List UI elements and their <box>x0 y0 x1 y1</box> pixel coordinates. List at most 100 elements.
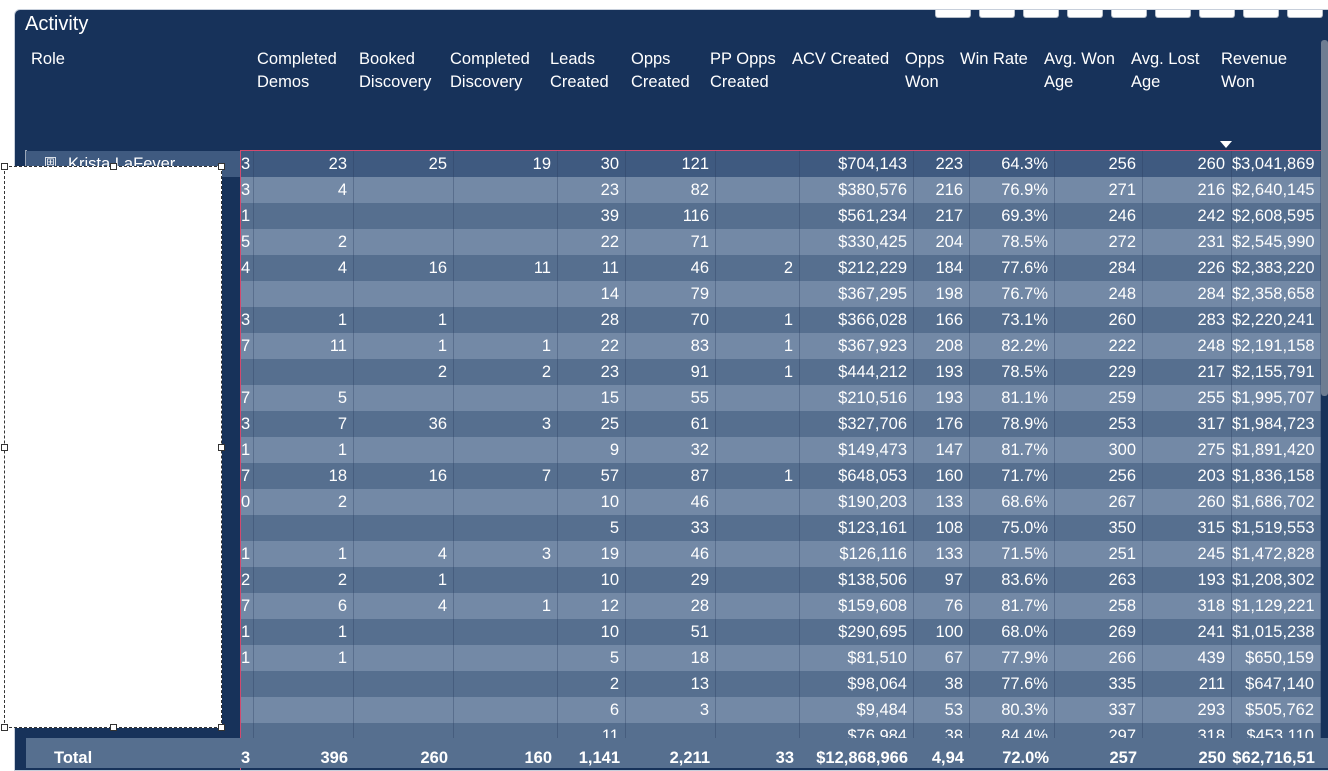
cell-opps-created[interactable]: 28 <box>626 593 716 619</box>
cell-booked-discovery[interactable]: 1 <box>354 333 454 359</box>
cell-avg-won-age[interactable]: 256 <box>1055 151 1143 177</box>
toolbar-button[interactable] <box>1111 10 1147 18</box>
cell-avg-won-age[interactable]: 284 <box>1055 255 1143 281</box>
column-header-acv-created[interactable]: ACV Created <box>792 50 890 68</box>
cell-pp-opps-created[interactable] <box>716 411 800 437</box>
cell-acv-created[interactable]: $210,516 <box>800 385 914 411</box>
cell-completed-discovery[interactable]: 3 <box>454 541 558 567</box>
cell-completed-demos[interactable] <box>254 281 354 307</box>
cell-revenue-won[interactable]: $1,984,723 <box>1232 411 1321 437</box>
cell-win-rate[interactable]: 81.7% <box>970 593 1055 619</box>
cell-win-rate[interactable]: 77.6% <box>970 671 1055 697</box>
cell-completed-discovery[interactable]: 11 <box>454 255 558 281</box>
cell-avg-won-age[interactable]: 266 <box>1055 645 1143 671</box>
cell-opps-created[interactable]: 70 <box>626 307 716 333</box>
cell-completed-demos[interactable] <box>254 697 354 723</box>
cell-revenue-won[interactable]: $2,155,791 <box>1232 359 1321 385</box>
cell-completed-discovery[interactable]: 1 <box>454 593 558 619</box>
cell-opps-won[interactable]: 100 <box>914 619 970 645</box>
cell-opps-created[interactable]: 51 <box>626 619 716 645</box>
cell-opps-won[interactable]: 67 <box>914 645 970 671</box>
cell-avg-lost-age[interactable]: 439 <box>1143 645 1232 671</box>
resize-handle[interactable] <box>218 724 225 731</box>
toolbar-button[interactable] <box>1243 10 1279 18</box>
cell-completed-demos[interactable]: 1 <box>254 541 354 567</box>
cell-completed-discovery[interactable] <box>454 515 558 541</box>
table-row[interactable]: 1 1 10 51 $290,695 100 68.0% 269 241 $1,015,238 <box>241 619 1321 645</box>
cell-avg-lost-age[interactable]: 318 <box>1143 593 1232 619</box>
cell-avg-won-age[interactable]: 297 <box>1055 723 1143 739</box>
cell-win-rate[interactable]: 77.6% <box>970 255 1055 281</box>
table-row[interactable]: 1 1 5 18 $81,510 67 77.9% 266 439 $650,159 <box>241 645 1321 671</box>
cell-completed-discovery[interactable]: 3 <box>454 411 558 437</box>
toolbar-button[interactable] <box>1023 10 1059 18</box>
cell-clipped-value[interactable]: 5 <box>241 229 254 255</box>
column-header-pp-opps-created[interactable]: PP Opps Created <box>710 50 776 91</box>
cell-booked-discovery[interactable]: 2 <box>354 359 454 385</box>
cell-acv-created[interactable]: $159,608 <box>800 593 914 619</box>
cell-revenue-won[interactable]: $2,220,241 <box>1232 307 1321 333</box>
cell-clipped-value[interactable]: 0 <box>241 489 254 515</box>
table-row[interactable]: 2 2 1 10 29 $138,506 97 83.6% 263 193 $1,208,302 <box>241 567 1321 593</box>
table-row[interactable]: 3 4 23 82 $380,576 216 76.9% 271 216 $2,640,145 <box>241 177 1321 203</box>
cell-completed-discovery[interactable] <box>454 177 558 203</box>
cell-clipped-value[interactable]: 1 <box>241 541 254 567</box>
cell-completed-demos[interactable]: 2 <box>254 489 354 515</box>
resize-handle[interactable] <box>1 163 8 170</box>
cell-avg-won-age[interactable]: 256 <box>1055 463 1143 489</box>
cell-completed-discovery[interactable] <box>454 307 558 333</box>
cell-opps-won[interactable]: 193 <box>914 359 970 385</box>
cell-revenue-won[interactable]: $1,015,238 <box>1232 619 1321 645</box>
cell-booked-discovery[interactable]: 1 <box>354 567 454 593</box>
cell-avg-lost-age[interactable]: 203 <box>1143 463 1232 489</box>
table-row[interactable]: 2 2 23 91 1 $444,212 193 78.5% 229 217 $2,155,791 <box>241 359 1321 385</box>
cell-clipped-value[interactable]: 1 <box>241 645 254 671</box>
resize-handle[interactable] <box>110 724 117 731</box>
cell-opps-created[interactable]: 116 <box>626 203 716 229</box>
cell-completed-discovery[interactable] <box>454 437 558 463</box>
cell-avg-won-age[interactable]: 271 <box>1055 177 1143 203</box>
cell-avg-won-age[interactable]: 272 <box>1055 229 1143 255</box>
table-row[interactable]: 5 33 $123,161 108 75.0% 350 315 $1,519,553 <box>241 515 1321 541</box>
cell-avg-lost-age[interactable]: 293 <box>1143 697 1232 723</box>
cell-completed-demos[interactable]: 1 <box>254 645 354 671</box>
cell-pp-opps-created[interactable] <box>716 385 800 411</box>
cell-clipped-value[interactable]: 3 <box>241 177 254 203</box>
cell-opps-created[interactable]: 82 <box>626 177 716 203</box>
cell-avg-lost-age[interactable]: 216 <box>1143 177 1232 203</box>
cell-clipped-value[interactable]: 7 <box>241 385 254 411</box>
cell-leads-created[interactable]: 14 <box>558 281 626 307</box>
cell-leads-created[interactable]: 23 <box>558 177 626 203</box>
cell-avg-lost-age[interactable]: 275 <box>1143 437 1232 463</box>
cell-booked-discovery[interactable]: 4 <box>354 541 454 567</box>
cell-opps-won[interactable]: 147 <box>914 437 970 463</box>
cell-acv-created[interactable]: $561,234 <box>800 203 914 229</box>
table-row[interactable]: 7 6 4 1 12 28 $159,608 76 81.7% 258 318 $1,129,221 <box>241 593 1321 619</box>
table-row[interactable]: 3 7 36 3 25 61 $327,706 176 78.9% 253 317 $1,984,72… <box>241 411 1321 437</box>
cell-avg-lost-age[interactable]: 193 <box>1143 567 1232 593</box>
table-row[interactable]: 1 39 116 $561,234 217 69.3% 246 242 $2,608,595 <box>241 203 1321 229</box>
cell-clipped-value[interactable] <box>241 697 254 723</box>
cell-opps-created[interactable]: 91 <box>626 359 716 385</box>
cell-completed-discovery[interactable] <box>454 567 558 593</box>
cell-booked-discovery[interactable] <box>354 203 454 229</box>
cell-avg-won-age[interactable]: 337 <box>1055 697 1143 723</box>
cell-pp-opps-created[interactable] <box>716 151 800 177</box>
cell-completed-discovery[interactable] <box>454 697 558 723</box>
resize-handle[interactable] <box>110 163 117 170</box>
cell-win-rate[interactable]: 78.5% <box>970 229 1055 255</box>
cell-acv-created[interactable]: $444,212 <box>800 359 914 385</box>
table-row[interactable]: 2 13 $98,064 38 77.6% 335 211 $647,140 <box>241 671 1321 697</box>
cell-acv-created[interactable]: $290,695 <box>800 619 914 645</box>
cell-completed-discovery[interactable] <box>454 229 558 255</box>
cell-booked-discovery[interactable] <box>354 437 454 463</box>
cell-opps-created[interactable]: 87 <box>626 463 716 489</box>
cell-avg-lost-age[interactable]: 241 <box>1143 619 1232 645</box>
cell-opps-won[interactable]: 133 <box>914 489 970 515</box>
toolbar-button[interactable] <box>1199 10 1235 18</box>
cell-avg-lost-age[interactable]: 242 <box>1143 203 1232 229</box>
cell-win-rate[interactable]: 78.9% <box>970 411 1055 437</box>
column-header-role[interactable]: Role <box>31 50 65 68</box>
cell-win-rate[interactable]: 76.9% <box>970 177 1055 203</box>
cell-acv-created[interactable]: $98,064 <box>800 671 914 697</box>
